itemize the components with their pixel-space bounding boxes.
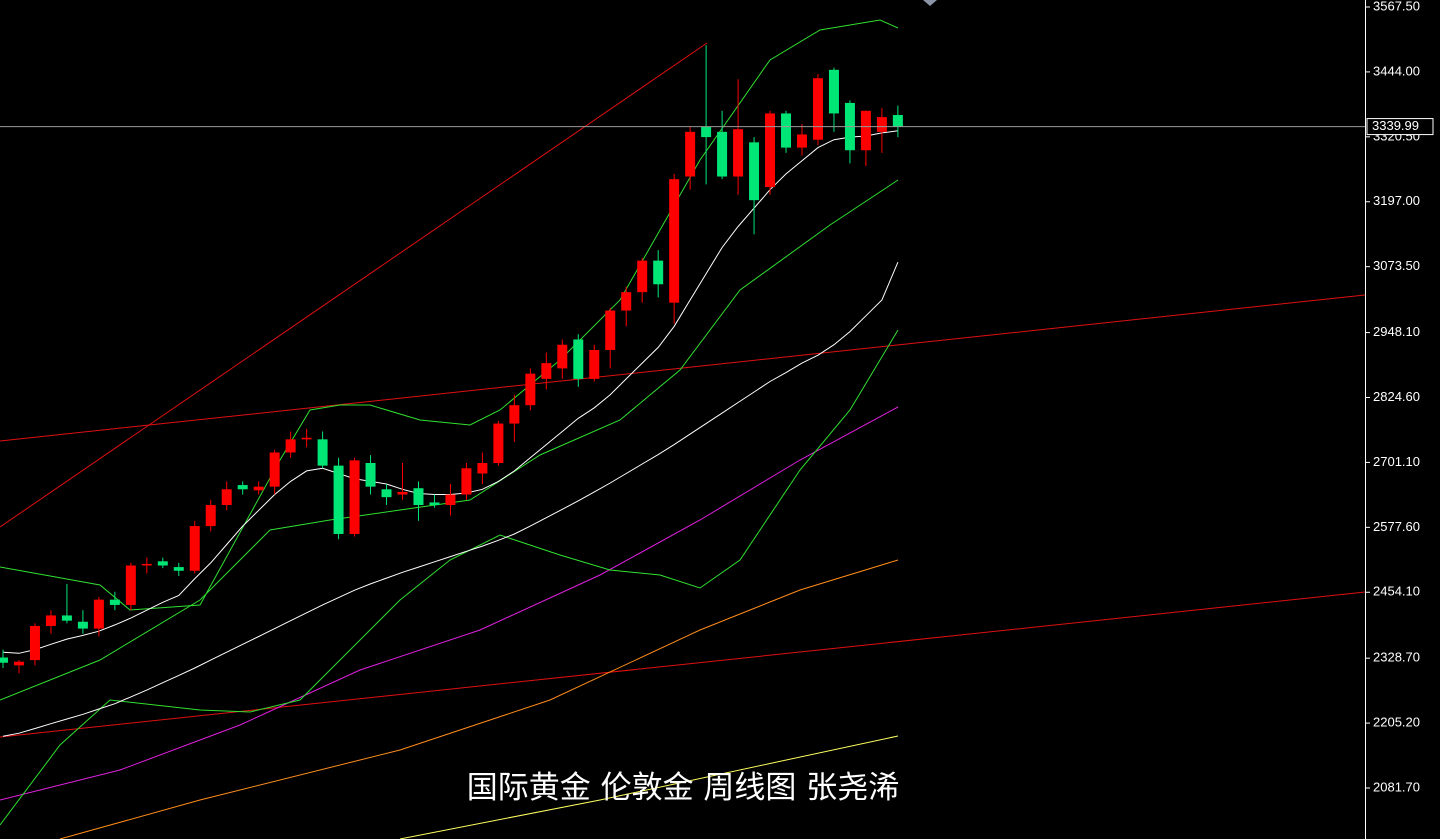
y-tick-label: 2328.70 (1373, 650, 1420, 665)
candle-body (621, 292, 632, 311)
moving-average (2, 262, 899, 737)
y-tick-label: 3073.50 (1373, 258, 1420, 273)
candle-body (61, 615, 72, 621)
candle-body (733, 129, 744, 177)
candle-body (93, 599, 104, 629)
y-tick-label: 2577.60 (1373, 519, 1420, 534)
candle-body (477, 462, 488, 474)
candle-body (349, 460, 360, 534)
candle-body (301, 437, 312, 440)
last-price-box (1366, 118, 1434, 136)
candle-body (860, 110, 871, 151)
candle-body (0, 657, 8, 663)
candle-body (781, 113, 792, 148)
last-price-label: 3339.99 (1372, 118, 1419, 133)
candle-body (765, 113, 776, 188)
y-tick-label: 2081.70 (1373, 779, 1420, 794)
trend-line (0, 591, 1366, 738)
y-tick-label: 2824.60 (1373, 389, 1420, 404)
indicator-line (399, 735, 899, 839)
candle-body (493, 423, 504, 463)
indicator-line (0, 406, 899, 801)
candle-body (429, 502, 440, 506)
candle-body (541, 363, 552, 379)
candle-body (237, 485, 248, 490)
chart-title: 国际黄金 伦敦金 周线图 张尧浠 (467, 770, 900, 806)
indicator-line (0, 179, 899, 701)
candle-body (77, 621, 88, 629)
y-tick-label: 3197.00 (1373, 193, 1420, 208)
candle-body (557, 344, 568, 369)
y-tick-label: 3444.00 (1373, 63, 1420, 78)
candle-body (605, 310, 616, 350)
y-tick-label: 3567.50 (1373, 0, 1420, 13)
candle-body (509, 405, 520, 424)
candle-body (285, 439, 296, 453)
candle-body (205, 505, 216, 527)
y-tick-label: 2454.10 (1373, 584, 1420, 599)
candle-body (365, 462, 376, 487)
candle-body (381, 489, 392, 498)
candle-body (173, 567, 184, 571)
candle-body (685, 131, 696, 177)
candle-body (525, 373, 536, 406)
candle-body (253, 486, 264, 491)
candle-body (269, 452, 280, 487)
candle-body (45, 615, 56, 626)
y-tick-label: 2948.10 (1373, 324, 1420, 339)
candle-body (669, 179, 680, 303)
candle-body (892, 115, 903, 127)
candle-body (157, 561, 168, 566)
candle-body (812, 78, 823, 140)
y-tick-label: 2701.10 (1373, 454, 1420, 469)
candle-body (333, 465, 344, 534)
candle-body (749, 142, 760, 201)
candle-body (189, 526, 200, 571)
candle-body (109, 599, 120, 605)
candle-body (589, 349, 600, 379)
trend-line (0, 294, 1366, 442)
candle-body (461, 468, 472, 495)
candle-body (317, 439, 328, 466)
candle-body (797, 134, 807, 148)
candle-body (701, 126, 712, 138)
candle-body (221, 489, 232, 506)
candle-body (29, 625, 40, 661)
candle-body (573, 339, 584, 379)
candle-body (141, 563, 152, 566)
candle-body (413, 488, 424, 506)
candle-body (445, 494, 456, 506)
candle-body (717, 131, 728, 177)
marker (923, 0, 937, 6)
indicator-line (59, 559, 899, 839)
indicator-line (0, 329, 899, 826)
indicator-lines (0, 0, 1366, 839)
candle-body (876, 117, 887, 132)
y-tick-label: 2205.20 (1373, 715, 1420, 730)
candle-body (637, 260, 648, 293)
candle-body (125, 565, 136, 605)
candle-body (828, 69, 839, 114)
candle-body (13, 661, 24, 666)
candle-body (397, 491, 408, 495)
indicator-line (0, 19, 899, 611)
trend-line (0, 42, 708, 528)
candle-body (653, 260, 664, 285)
